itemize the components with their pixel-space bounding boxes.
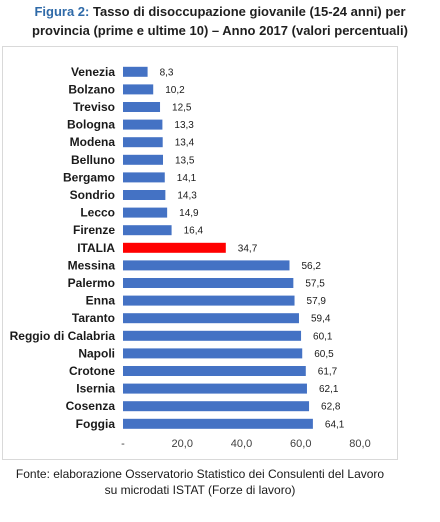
bar-bolzano xyxy=(123,84,154,95)
category-label-cosenza: Cosenza xyxy=(66,399,116,413)
category-label-palermo: Palermo xyxy=(68,276,115,290)
category-label-bergamo: Bergamo xyxy=(63,170,115,184)
category-label-firenze: Firenze xyxy=(73,223,115,237)
value-label-venezia: 8,3 xyxy=(160,67,174,78)
x-tick-label: 40,0 xyxy=(231,438,252,450)
value-label-enna: 57,9 xyxy=(307,296,327,307)
value-label-belluno: 13,5 xyxy=(175,155,195,166)
bar-bologna xyxy=(123,119,163,130)
category-label-modena: Modena xyxy=(70,135,116,149)
value-label-crotone: 61,7 xyxy=(318,367,338,378)
category-label-isernia: Isernia xyxy=(76,382,115,396)
bar-foggia xyxy=(123,418,313,429)
x-tick-label: 80,0 xyxy=(349,438,370,450)
bar-reggio-di-calabria xyxy=(123,330,302,341)
category-label-venezia: Venezia xyxy=(71,65,115,79)
bar-enna xyxy=(123,295,295,306)
bar-chart: Venezia 8,3 Bolzano 10,2 Treviso 12,5 Bologna 1… xyxy=(10,65,371,450)
value-label-taranto: 59,4 xyxy=(311,314,331,325)
category-label-reggio-di-calabria: Reggio di Calabria xyxy=(10,329,116,343)
value-label-reggio-di-calabria: 60,1 xyxy=(313,331,333,342)
chart-title-line2: provincia (prime e ultime 10) – Anno 201… xyxy=(32,23,408,38)
bar-palermo xyxy=(123,278,294,288)
category-label-napoli: Napoli xyxy=(78,346,115,360)
source-note-line1: Fonte: elaborazione Osservatorio Statist… xyxy=(15,467,385,481)
x-tick-label: - xyxy=(121,438,125,450)
value-label-napoli: 60,5 xyxy=(314,349,334,360)
category-label-messina: Messina xyxy=(68,258,116,272)
title-text-line1: Tasso di disoccupazione giovanile (15-24… xyxy=(89,4,406,19)
value-label-bologna: 13,3 xyxy=(174,120,194,131)
bar-italia xyxy=(123,242,226,253)
category-label-italia: ITALIA xyxy=(77,241,115,255)
category-label-taranto: Taranto xyxy=(72,311,115,325)
value-label-bolzano: 10,2 xyxy=(165,85,185,96)
x-tick-label: 60,0 xyxy=(290,438,311,450)
bar-isernia xyxy=(123,383,307,394)
chart-title-line1: Figura 2: Tasso di disoccupazione giovan… xyxy=(0,2,440,21)
bar-firenze xyxy=(123,225,172,236)
category-label-foggia: Foggia xyxy=(76,417,116,431)
category-label-bolzano: Bolzano xyxy=(68,82,115,96)
value-label-firenze: 16,4 xyxy=(184,226,204,237)
bar-napoli xyxy=(123,348,303,359)
value-label-bergamo: 14,1 xyxy=(177,173,197,184)
bar-venezia xyxy=(123,66,148,77)
chart-title: Figura 2: Tasso di disoccupazione giovan… xyxy=(0,2,440,40)
category-label-belluno: Belluno xyxy=(71,153,115,167)
bar-sondrio xyxy=(123,190,166,200)
value-label-foggia: 64,1 xyxy=(325,419,345,430)
value-label-modena: 13,4 xyxy=(175,138,195,149)
value-label-palermo: 57,5 xyxy=(305,279,325,290)
category-label-lecco: Lecco xyxy=(80,206,115,220)
x-tick-label: 20,0 xyxy=(172,438,193,450)
value-label-lecco: 14,9 xyxy=(179,208,199,219)
source-note: Fonte: elaborazione Osservatorio Statist… xyxy=(0,466,400,498)
chart-frame: Venezia 8,3 Bolzano 10,2 Treviso 12,5 Bologna 1… xyxy=(2,46,398,460)
figure-separator: : xyxy=(85,4,90,19)
value-label-cosenza: 62,8 xyxy=(321,402,341,413)
value-label-treviso: 12,5 xyxy=(172,103,192,114)
value-label-messina: 56,2 xyxy=(301,261,321,272)
category-label-sondrio: Sondrio xyxy=(70,188,115,202)
source-note-line2: su microdati ISTAT (Forze di lavoro) xyxy=(104,483,296,497)
bar-crotone xyxy=(123,366,306,376)
bar-modena xyxy=(123,137,163,148)
value-label-isernia: 62,1 xyxy=(319,384,339,395)
figure-label: Figura 2 xyxy=(34,4,86,19)
bar-treviso xyxy=(123,102,161,112)
bar-lecco xyxy=(123,207,168,218)
bar-cosenza xyxy=(123,401,310,412)
bar-taranto xyxy=(123,313,299,324)
category-label-treviso: Treviso xyxy=(73,100,115,114)
category-label-crotone: Crotone xyxy=(69,364,115,378)
bar-bergamo xyxy=(123,172,165,183)
bar-messina xyxy=(123,260,290,271)
category-label-bologna: Bologna xyxy=(67,118,115,132)
value-label-sondrio: 14,3 xyxy=(177,191,197,202)
bar-belluno xyxy=(123,154,163,165)
category-label-enna: Enna xyxy=(86,294,116,308)
value-label-italia: 34,7 xyxy=(238,243,258,254)
